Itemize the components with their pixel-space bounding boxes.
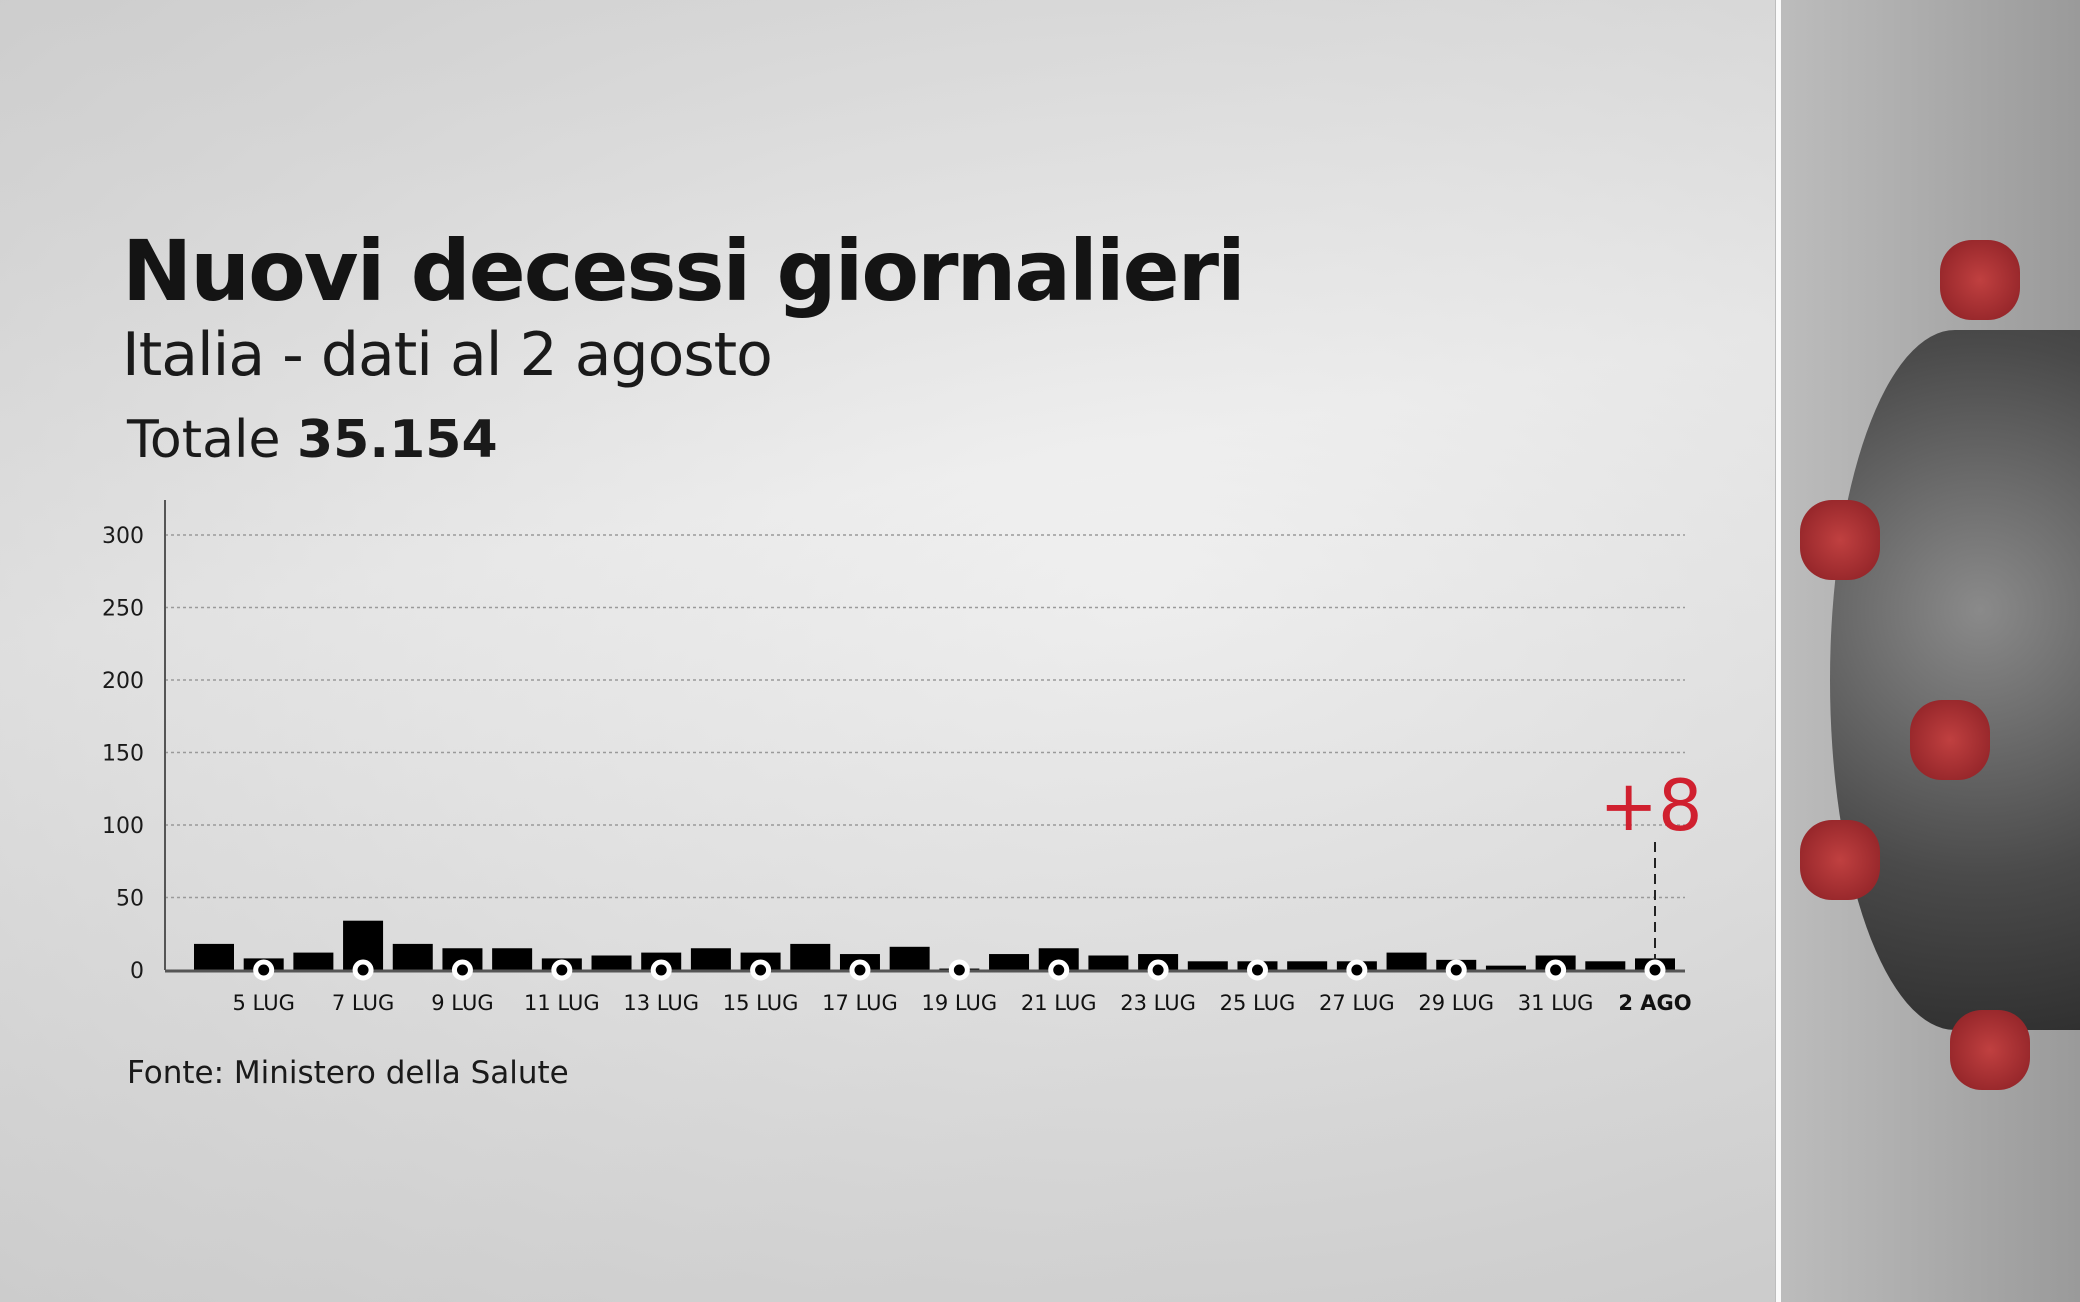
y-tick-label: 150 xyxy=(102,742,144,767)
tick-marker xyxy=(1346,959,1368,981)
x-tick-label: 27 LUG xyxy=(1319,991,1395,1015)
bar-20-lug xyxy=(989,954,1030,970)
tick-marker xyxy=(849,959,871,981)
virus-spike xyxy=(1940,240,2020,320)
y-tick-label: 250 xyxy=(102,597,144,622)
x-tick-label: 19 LUG xyxy=(921,991,997,1015)
x-tick-label: 2 AGO xyxy=(1618,991,1691,1015)
x-tick-label: 7 LUG xyxy=(332,991,394,1015)
x-tick-label: 31 LUG xyxy=(1518,991,1594,1015)
tick-marker xyxy=(1246,959,1268,981)
y-tick-label: 200 xyxy=(102,669,144,694)
x-tick-label: 13 LUG xyxy=(623,991,699,1015)
bar-26-lug xyxy=(1287,961,1328,970)
bar-6-lug xyxy=(293,952,334,970)
y-tick-label: 0 xyxy=(130,959,144,984)
bar-30-lug xyxy=(1485,965,1526,970)
tick-marker xyxy=(948,959,970,981)
annotation-label: +8 xyxy=(1599,765,1702,847)
tick-marker xyxy=(451,959,473,981)
tick-marker xyxy=(352,959,374,981)
virus-spike xyxy=(1800,500,1880,580)
divider-line xyxy=(1776,0,1781,1302)
x-tick-label: 29 LUG xyxy=(1418,991,1494,1015)
bar-18-lug xyxy=(889,946,930,970)
tick-marker xyxy=(551,959,573,981)
virus-image xyxy=(1830,330,2080,1030)
tick-marker xyxy=(253,959,275,981)
x-tick-label: 9 LUG xyxy=(431,991,493,1015)
x-tick-label: 15 LUG xyxy=(723,991,799,1015)
bar-1-ago xyxy=(1585,961,1626,970)
total: Totale 35.154 xyxy=(127,410,498,470)
bar-24-lug xyxy=(1187,961,1228,970)
bar-12-lug xyxy=(591,955,632,970)
bar-22-lug xyxy=(1088,955,1129,970)
virus-spike xyxy=(1910,700,1990,780)
tick-marker xyxy=(1644,959,1666,981)
tick-marker xyxy=(1048,959,1070,981)
bar-28-lug xyxy=(1386,952,1427,970)
bar-14-lug xyxy=(690,948,731,970)
tick-marker xyxy=(750,959,772,981)
tick-marker xyxy=(650,959,672,981)
background-map xyxy=(0,0,1775,1302)
total-value: 35.154 xyxy=(296,410,498,470)
x-tick-label: 11 LUG xyxy=(524,991,600,1015)
x-tick-label: 21 LUG xyxy=(1021,991,1097,1015)
y-tick-label: 50 xyxy=(116,887,144,912)
tick-marker xyxy=(1147,959,1169,981)
bar-4-lug xyxy=(194,943,234,970)
page-title: Nuovi decessi giornalieri xyxy=(122,222,1246,320)
source: Fonte: Ministero della Salute xyxy=(127,1055,569,1091)
y-tick-label: 100 xyxy=(102,814,144,839)
x-tick-label: 23 LUG xyxy=(1120,991,1196,1015)
x-tick-label: 5 LUG xyxy=(233,991,295,1015)
subtitle: Italia - dati al 2 agosto xyxy=(122,320,773,390)
bar-21-lug xyxy=(1038,948,1079,970)
virus-spike xyxy=(1950,1010,2030,1090)
bar-10-lug xyxy=(492,948,533,970)
y-tick-label: 300 xyxy=(102,524,144,549)
total-label: Totale xyxy=(127,410,281,470)
bar-16-lug xyxy=(790,943,831,970)
bar-9-lug xyxy=(442,948,483,970)
x-tick-label: 17 LUG xyxy=(822,991,898,1015)
x-tick-label: 25 LUG xyxy=(1220,991,1296,1015)
bar-8-lug xyxy=(392,943,433,970)
tick-marker xyxy=(1545,959,1567,981)
tick-marker xyxy=(1445,959,1467,981)
virus-spike xyxy=(1800,820,1880,900)
